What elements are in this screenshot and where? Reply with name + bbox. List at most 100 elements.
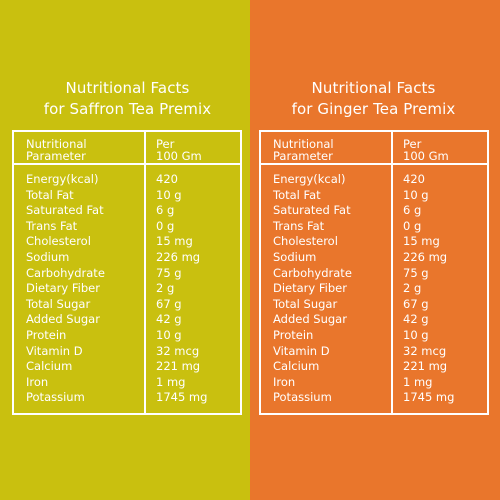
nutrient-name: Total Fat	[273, 187, 321, 202]
header-per: Per 100 Gm	[403, 138, 449, 162]
nutrient-name: Iron	[273, 374, 296, 389]
table-row: Cholesterol 15 mg	[261, 234, 487, 250]
header-parameter-line-1: Nutritional	[273, 137, 334, 151]
nutrient-name: Trans Fat	[26, 218, 78, 233]
nutrient-name: Dietary Fiber	[273, 281, 347, 296]
table-row: Carbohydrate 75 g	[261, 266, 487, 282]
nutrient-value: 15 mg	[403, 234, 440, 249]
table-row: Vitamin D 32 mcg	[261, 344, 487, 360]
table-row: Sodium 226 mg	[14, 250, 240, 266]
title-line-2: for Saffron Tea Premix	[43, 100, 212, 118]
table-row: Saturated Fat 6 g	[14, 203, 240, 219]
nutrient-name: Energy(kcal)	[273, 172, 346, 186]
nutrient-name: Vitamin D	[26, 343, 83, 358]
nutrient-name: Iron	[26, 374, 49, 389]
table-header: Nutritional Parameter Per 100 Gm	[261, 132, 487, 165]
nutrient-name: Cholesterol	[273, 234, 338, 249]
ginger-tea-panel: Nutritional Facts for Ginger Tea Premix …	[250, 0, 500, 500]
nutrient-value: 420	[403, 172, 425, 186]
nutrient-name: Protein	[26, 327, 67, 342]
title-line-1: Nutritional Facts	[65, 79, 190, 97]
nutrient-name: Total Fat	[26, 187, 74, 202]
table-row: Potassium 1745 mg	[261, 390, 487, 406]
panel-title: Nutritional Facts for Ginger Tea Premix	[257, 78, 490, 120]
table-row: Carbohydrate 75 g	[14, 266, 240, 282]
nutrient-value: 1745 mg	[403, 390, 455, 405]
header-per-line-1: Per	[403, 137, 422, 151]
nutrient-value: 42 g	[156, 312, 182, 327]
header-parameter: Nutritional Parameter	[26, 138, 87, 162]
nutrient-name: Total Sugar	[273, 296, 338, 311]
table-row: Protein 10 g	[261, 328, 487, 344]
table-row: Energy(kcal) 420	[14, 172, 240, 188]
header-per: Per 100 Gm	[156, 138, 202, 162]
nutrient-name: Added Sugar	[26, 312, 100, 327]
nutrient-name: Saturated Fat	[273, 203, 351, 218]
nutrient-value: 226 mg	[403, 249, 448, 264]
header-parameter-line-1: Nutritional	[26, 137, 87, 151]
nutrient-name: Vitamin D	[273, 343, 330, 358]
table-row: Saturated Fat 6 g	[261, 203, 487, 219]
nutrition-table: Nutritional Parameter Per 100 Gm Energy(…	[259, 130, 489, 415]
nutrient-value: 32 mcg	[403, 343, 447, 358]
nutrient-value: 1 mg	[156, 374, 186, 389]
table-row: Added Sugar 42 g	[14, 312, 240, 328]
table-row: Protein 10 g	[14, 328, 240, 344]
nutrient-value: 1 mg	[403, 374, 433, 389]
title-line-2: for Ginger Tea Premix	[291, 100, 456, 118]
nutrient-name: Potassium	[26, 390, 85, 405]
table-row: Added Sugar 42 g	[261, 312, 487, 328]
table-row: Calcium 221 mg	[261, 359, 487, 375]
nutrient-value: 75 g	[403, 265, 429, 280]
table-row: Calcium 221 mg	[14, 359, 240, 375]
table-row: Potassium 1745 mg	[14, 390, 240, 406]
nutrient-value: 10 g	[403, 327, 429, 342]
header-per-line-2: 100 Gm	[403, 149, 449, 163]
header-per-line-1: Per	[156, 137, 175, 151]
nutrient-name: Calcium	[273, 359, 320, 374]
nutrient-name: Carbohydrate	[273, 265, 352, 280]
nutrient-name: Carbohydrate	[26, 265, 105, 280]
title-line-1: Nutritional Facts	[311, 79, 436, 97]
table-header: Nutritional Parameter Per 100 Gm	[14, 132, 240, 165]
header-parameter-line-2: Parameter	[26, 149, 86, 163]
table-row: Sodium 226 mg	[261, 250, 487, 266]
table-row: Total Fat 10 g	[14, 188, 240, 204]
nutrient-name: Potassium	[273, 390, 332, 405]
nutrient-value: 10 g	[403, 187, 429, 202]
nutrient-name: Saturated Fat	[26, 203, 104, 218]
table-row: Cholesterol 15 mg	[14, 234, 240, 250]
table-row: Dietary Fiber 2 g	[14, 281, 240, 297]
header-parameter: Nutritional Parameter	[273, 138, 334, 162]
table-row: Total Sugar 67 g	[14, 297, 240, 313]
nutrition-table: Nutritional Parameter Per 100 Gm Energy(…	[12, 130, 242, 415]
table-row: Trans Fat 0 g	[14, 219, 240, 235]
nutrient-name: Sodium	[273, 249, 317, 264]
nutrient-value: 75 g	[156, 265, 182, 280]
header-parameter-line-2: Parameter	[273, 149, 333, 163]
nutrient-name: Calcium	[26, 359, 73, 374]
nutrient-value: 6 g	[156, 203, 175, 218]
nutrient-value: 1745 mg	[156, 390, 208, 405]
nutrient-value: 2 g	[403, 281, 422, 296]
table-row: Energy(kcal) 420	[261, 172, 487, 188]
nutrient-name: Sodium	[26, 249, 70, 264]
table-row: Iron 1 mg	[261, 375, 487, 391]
saffron-tea-panel: Nutritional Facts for Saffron Tea Premix…	[0, 0, 250, 500]
nutrient-value: 226 mg	[156, 249, 201, 264]
nutrient-name: Added Sugar	[273, 312, 347, 327]
nutrient-value: 10 g	[156, 327, 182, 342]
nutrient-value: 32 mcg	[156, 343, 200, 358]
nutrient-name: Trans Fat	[273, 218, 325, 233]
table-body: Energy(kcal) 420 Total Fat 10 g Saturated Fa…	[261, 165, 487, 406]
nutrient-name: Total Sugar	[26, 296, 91, 311]
header-per-line-2: 100 Gm	[156, 149, 202, 163]
nutrient-value: 67 g	[156, 296, 182, 311]
nutrient-value: 42 g	[403, 312, 429, 327]
nutrient-value: 2 g	[156, 281, 175, 296]
nutrient-value: 221 mg	[403, 359, 448, 374]
table-row: Dietary Fiber 2 g	[261, 281, 487, 297]
nutrient-name: Protein	[273, 327, 314, 342]
nutrient-value: 0 g	[156, 218, 175, 233]
